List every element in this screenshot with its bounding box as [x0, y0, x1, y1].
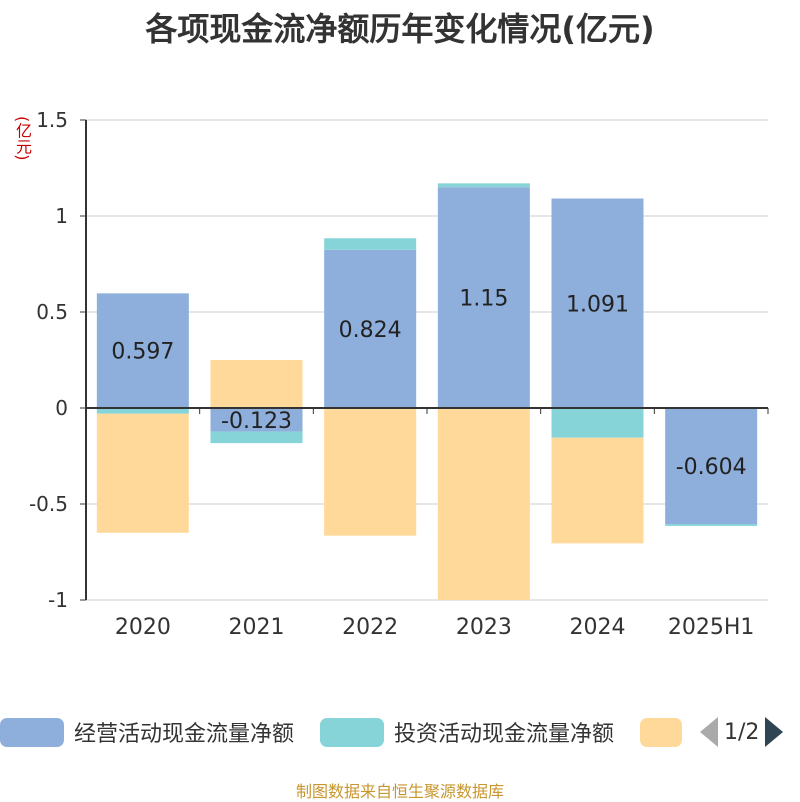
bar-2023-series-1 [437, 183, 530, 188]
legend-item-investing[interactable]: 投资活动现金流量净额 [320, 712, 614, 752]
data-label: 0.824 [339, 318, 402, 343]
y-tick-label: 0.5 [36, 300, 68, 324]
x-category-label: 2023 [456, 615, 512, 640]
legend-pager: 1/2 [700, 712, 784, 752]
legend-swatch-financing [640, 717, 682, 747]
bar-2022-series-2 [324, 408, 417, 536]
y-tick-label: -1 [48, 588, 68, 612]
legend-next-arrow-icon[interactable] [765, 717, 784, 747]
legend: 经营活动现金流量净额 投资活动现金流量净额 [0, 712, 800, 752]
legend-item-operating[interactable]: 经营活动现金流量净额 [0, 712, 294, 752]
legend-item-financing[interactable] [640, 712, 692, 752]
x-category-label: 2020 [115, 615, 171, 640]
x-category-label: 2021 [229, 615, 285, 640]
x-category-label: 2022 [342, 615, 398, 640]
x-category-label: 2025H1 [668, 615, 755, 640]
data-label: 1.15 [459, 287, 508, 312]
x-category-label: 2024 [570, 615, 626, 640]
legend-label-operating: 经营活动现金流量净额 [74, 722, 295, 747]
bar-2024-series-0 [551, 198, 644, 408]
chart-title: 各项现金流净额历年变化情况(亿元) [145, 10, 655, 48]
legend-swatch-operating [0, 717, 64, 747]
bar-2021-series-1 [210, 431, 303, 444]
y-axis-unit-label: (亿元) [13, 116, 32, 161]
y-tick-label: 1 [55, 204, 68, 228]
bar-2020-series-1 [96, 408, 189, 414]
y-tick-label: 1.5 [36, 108, 68, 132]
legend-label-investing: 投资活动现金流量净额 [394, 722, 615, 747]
data-source-note: 制图数据来自恒生聚源数据库 [295, 782, 504, 801]
data-label: 1.091 [566, 292, 629, 317]
legend-swatch-investing [320, 717, 384, 747]
bar-2023-series-0 [437, 187, 530, 408]
bar-2022-series-1 [324, 238, 417, 250]
bar-2023-series-2 [437, 408, 530, 600]
cash-flow-chart: 1.5 1 0.5 0 -0.5 -1 0.597 -0.123 0.824 1.15 1.091 -… [29, 108, 769, 640]
y-tick-label: 0 [55, 396, 68, 420]
legend-page-indicator: 1/2 [724, 719, 760, 745]
data-label: -0.123 [221, 409, 292, 434]
bar-2024-series-1 [551, 408, 644, 438]
data-label: 0.597 [111, 340, 174, 365]
bar-2021-series-2 [210, 360, 303, 408]
data-label: -0.604 [676, 455, 747, 480]
bar-2024-series-2 [551, 437, 644, 544]
legend-prev-arrow-icon[interactable] [700, 717, 718, 747]
bar-2020-series-2 [96, 413, 189, 533]
bar-2020-series-0 [96, 293, 189, 408]
bar-2022-series-0 [324, 249, 417, 408]
bar-2025H1-series-0 [665, 408, 758, 524]
bar-2025H1-series-1 [665, 523, 758, 526]
bar-2021-series-0 [210, 408, 303, 432]
y-tick-label: -0.5 [29, 492, 68, 516]
